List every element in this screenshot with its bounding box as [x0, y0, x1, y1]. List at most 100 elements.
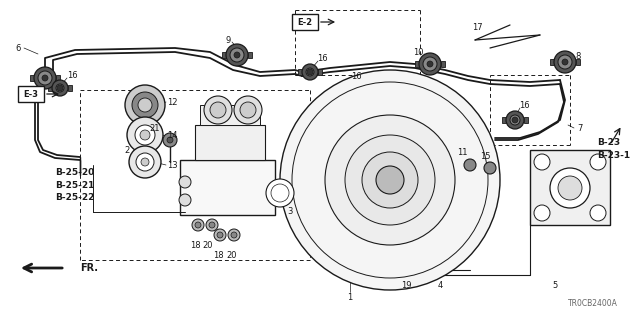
Text: 8: 8	[575, 52, 580, 60]
Circle shape	[292, 82, 488, 278]
Bar	[18, 86, 44, 102]
Circle shape	[423, 57, 437, 71]
Text: E-3: E-3	[24, 90, 38, 99]
Circle shape	[206, 219, 218, 231]
Circle shape	[534, 205, 550, 221]
Circle shape	[52, 80, 68, 96]
Circle shape	[590, 154, 606, 170]
Bar	[318, 69, 322, 75]
Bar	[180, 160, 275, 215]
Circle shape	[129, 146, 161, 178]
Circle shape	[127, 117, 163, 153]
Text: 18: 18	[189, 242, 200, 251]
Circle shape	[42, 75, 48, 81]
Circle shape	[506, 111, 524, 129]
Circle shape	[240, 102, 256, 118]
Circle shape	[302, 64, 318, 80]
Circle shape	[558, 55, 572, 69]
Circle shape	[345, 135, 435, 225]
Circle shape	[464, 159, 476, 171]
Circle shape	[307, 69, 313, 75]
Bar	[298, 69, 302, 75]
Text: 20: 20	[227, 251, 237, 260]
Circle shape	[534, 154, 550, 170]
Bar	[550, 59, 554, 65]
Text: 5: 5	[552, 281, 557, 290]
Bar	[502, 117, 506, 123]
Text: 6: 6	[15, 44, 20, 52]
Circle shape	[280, 70, 500, 290]
Circle shape	[34, 67, 56, 89]
Circle shape	[214, 229, 226, 241]
Circle shape	[271, 184, 289, 202]
Circle shape	[427, 61, 433, 67]
Circle shape	[209, 222, 215, 228]
Circle shape	[234, 96, 262, 124]
Bar	[576, 59, 580, 65]
Circle shape	[484, 162, 496, 174]
Bar	[248, 52, 252, 58]
Text: 18: 18	[212, 251, 223, 260]
Text: 16: 16	[351, 71, 362, 81]
Text: 10: 10	[413, 47, 423, 57]
Text: 14: 14	[167, 131, 177, 140]
Circle shape	[138, 98, 152, 112]
Text: 7: 7	[577, 124, 582, 132]
Text: 9: 9	[225, 36, 230, 44]
Text: 13: 13	[166, 161, 177, 170]
Text: 15: 15	[480, 151, 490, 161]
Text: B-23-1: B-23-1	[597, 150, 630, 159]
Text: 3: 3	[287, 207, 292, 217]
Bar	[415, 61, 419, 67]
Text: B-23: B-23	[597, 138, 620, 147]
Text: 4: 4	[437, 281, 443, 290]
Circle shape	[217, 232, 223, 238]
Bar	[195, 125, 265, 160]
Circle shape	[56, 84, 64, 92]
Text: TR0CB2400A: TR0CB2400A	[568, 299, 618, 308]
Bar	[292, 14, 318, 30]
Bar	[530, 150, 610, 225]
Bar	[30, 75, 34, 81]
Circle shape	[562, 59, 568, 65]
Circle shape	[132, 92, 158, 118]
Circle shape	[226, 44, 248, 66]
Bar	[48, 85, 52, 91]
Circle shape	[179, 176, 191, 188]
Text: B-25-20: B-25-20	[55, 167, 94, 177]
Circle shape	[140, 130, 150, 140]
Circle shape	[325, 115, 455, 245]
Circle shape	[512, 117, 518, 123]
Circle shape	[163, 133, 177, 147]
Circle shape	[57, 85, 63, 91]
Circle shape	[179, 194, 191, 206]
Circle shape	[38, 71, 52, 85]
Circle shape	[306, 68, 314, 76]
Circle shape	[362, 152, 418, 208]
Text: B-25-21: B-25-21	[55, 180, 94, 189]
Bar	[441, 61, 445, 67]
Text: 11: 11	[457, 148, 467, 156]
Circle shape	[136, 153, 154, 171]
Circle shape	[228, 229, 240, 241]
Circle shape	[167, 137, 173, 143]
Circle shape	[510, 115, 520, 125]
Circle shape	[558, 176, 582, 200]
Circle shape	[234, 52, 240, 58]
Text: 19: 19	[401, 281, 412, 290]
Bar	[68, 85, 72, 91]
Text: 21: 21	[150, 124, 160, 132]
Circle shape	[266, 179, 294, 207]
Text: 16: 16	[518, 100, 529, 109]
Text: 20: 20	[203, 242, 213, 251]
Text: B-25-22: B-25-22	[55, 194, 94, 203]
Text: 16: 16	[67, 70, 77, 79]
Circle shape	[554, 51, 576, 73]
Bar	[524, 117, 528, 123]
Circle shape	[590, 205, 606, 221]
Circle shape	[125, 85, 165, 125]
Text: FR.: FR.	[80, 263, 98, 273]
Circle shape	[210, 102, 226, 118]
Circle shape	[376, 166, 404, 194]
Circle shape	[135, 125, 155, 145]
